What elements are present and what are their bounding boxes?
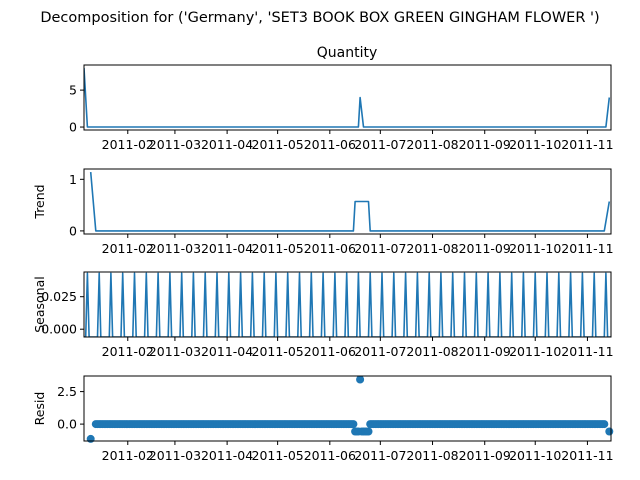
resid-point: [364, 427, 373, 436]
trend-xtick-label: 2011-04: [201, 241, 253, 256]
quantity-xtick-label: 2011-05: [252, 137, 304, 152]
seasonal-xtick-label: 2011-08: [406, 344, 458, 359]
quantity-xtick-label: 2011-04: [201, 137, 253, 152]
resid-xtick-label: 2011-06: [304, 448, 356, 463]
quantity-xtick-label: 2011-03: [149, 137, 201, 152]
quantity-xtick-label: 2011-10: [509, 137, 561, 152]
trend-xtick-label: 2011-08: [406, 241, 458, 256]
resid-xtick-label: 2011-09: [459, 448, 511, 463]
resid-xtick-label: 2011-03: [149, 448, 201, 463]
quantity-ytick-label: 0: [69, 120, 77, 135]
resid-point: [349, 420, 358, 429]
quantity-xtick-label: 2011-07: [354, 137, 406, 152]
resid-point: [356, 375, 365, 384]
trend-xtick-label: 2011-11: [561, 241, 613, 256]
resid-ylabel: Resid: [32, 392, 47, 426]
seasonal-series-line: [84, 272, 611, 337]
quantity-xtick-label: 2011-02: [102, 137, 154, 152]
seasonal-ytick-label: 0.025: [41, 289, 77, 304]
resid-xtick-label: 2011-02: [102, 448, 154, 463]
trend-xtick-label: 2011-06: [304, 241, 356, 256]
seasonal-xtick-label: 2011-04: [201, 344, 253, 359]
seasonal-xtick-label: 2011-03: [149, 344, 201, 359]
trend-xtick-label: 2011-09: [459, 241, 511, 256]
resid-axes-frame: [83, 375, 612, 442]
trend-axes-frame: [83, 168, 612, 235]
quantity-series-line: [84, 67, 611, 128]
quantity-xtick-label: 2011-09: [459, 137, 511, 152]
resid-point: [600, 420, 609, 429]
resid-xtick-label: 2011-07: [354, 448, 406, 463]
resid-ytick-label: 2.5: [57, 384, 77, 399]
quantity-ytick-label: 5: [69, 83, 77, 98]
trend-series-line: [89, 172, 611, 232]
seasonal-axes-frame: [83, 271, 612, 338]
trend-xtick-label: 2011-02: [102, 241, 154, 256]
quantity-xtick-label: 2011-11: [561, 137, 613, 152]
seasonal-xtick-label: 2011-09: [459, 344, 511, 359]
resid-point: [86, 434, 95, 443]
resid-xtick-label: 2011-11: [561, 448, 613, 463]
seasonal-xtick-label: 2011-07: [354, 344, 406, 359]
trend-ytick-label: 1: [69, 172, 77, 187]
seasonal-xtick-label: 2011-11: [561, 344, 613, 359]
seasonal-xtick-label: 2011-10: [509, 344, 561, 359]
trend-xtick-label: 2011-10: [509, 241, 561, 256]
resid-xtick-label: 2011-04: [201, 448, 253, 463]
seasonal-xtick-label: 2011-06: [304, 344, 356, 359]
seasonal-xtick-label: 2011-05: [252, 344, 304, 359]
seasonal-xtick-label: 2011-02: [102, 344, 154, 359]
quantity-xtick-label: 2011-08: [406, 137, 458, 152]
trend-ytick-label: 0: [69, 223, 77, 238]
resid-ytick-label: 0.0: [57, 417, 77, 432]
resid-xtick-label: 2011-05: [252, 448, 304, 463]
figure-suptitle: Decomposition for ('Germany', 'SET3 BOOK…: [40, 10, 599, 26]
trend-ylabel: Trend: [32, 184, 47, 219]
resid-xtick-label: 2011-10: [509, 448, 561, 463]
seasonal-ylabel: Seasonal: [32, 276, 47, 333]
quantity-xtick-label: 2011-06: [304, 137, 356, 152]
quantity-axes-frame: [83, 64, 612, 131]
trend-xtick-label: 2011-05: [252, 241, 304, 256]
resid-point: [605, 427, 614, 436]
trend-xtick-label: 2011-07: [354, 241, 406, 256]
resid-xtick-label: 2011-08: [406, 448, 458, 463]
trend-xtick-label: 2011-03: [149, 241, 201, 256]
quantity-panel-title: Quantity: [317, 45, 378, 61]
seasonal-ytick-label: 0.000: [41, 322, 77, 337]
